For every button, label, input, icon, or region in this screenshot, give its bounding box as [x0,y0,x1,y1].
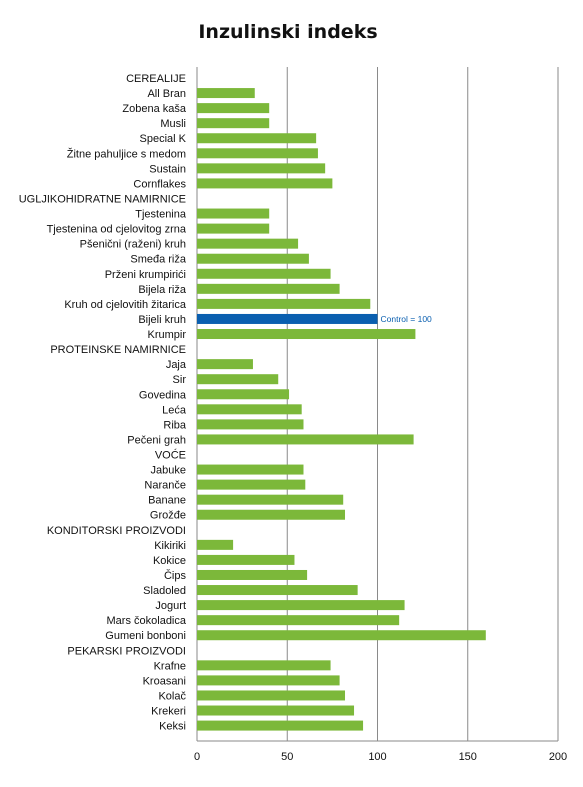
category-label: Zobena kaša [122,103,186,115]
category-label: Žitne pahuljice s medom [67,147,186,160]
bar-narance [197,479,306,490]
bar-gumeni-bonboni [197,630,486,641]
category-label: Krafne [154,660,186,672]
bar-krekeri [197,705,355,716]
bars-layer: Control = 100 [197,88,486,731]
bar-leca [197,404,302,415]
bar-bijeli-kruh [197,313,378,324]
category-label: Čips [164,569,187,582]
bar-smeda-riza [197,253,309,264]
bar-kokice [197,554,295,565]
category-label: Kokice [153,555,186,567]
category-labels: CEREALIJE All Bran Zobena kaša Musli Special… [19,73,187,733]
bar-mars-cokoladica [197,615,400,626]
x-tick-label: 200 [549,751,567,763]
bar-cornflakes [197,178,333,189]
category-label: Riba [163,419,187,431]
category-label: Sir [173,374,187,386]
x-tick-label: 50 [281,751,293,763]
category-label: Govedina [139,389,187,401]
category-label: All Bran [147,88,186,100]
bar-jaja [197,359,253,370]
category-label: Krekeri [151,706,186,718]
x-tick-label: 0 [194,751,200,763]
x-tick-label: 150 [459,751,477,763]
category-label: Grožđe [150,510,186,522]
category-label: Kolač [158,690,186,702]
category-label: Mars čokoladica [107,615,187,627]
bar-kolac [197,690,346,701]
category-label: Cornflakes [133,178,186,190]
bar-sustain [197,163,326,174]
category-label: Bijela riža [138,284,187,296]
category-label: Special K [140,133,187,145]
category-label: Tjestenina od cjelovitog zrna [47,224,187,236]
category-label: Jogurt [155,600,186,612]
category-label: VOĆE [155,449,186,462]
category-label: CEREALIJE [126,73,186,85]
x-axis-ticks: 0 50 100 150 200 [194,751,567,763]
category-label: Bijeli kruh [138,314,186,326]
category-label: Keksi [159,721,186,733]
bar-kikiriki [197,539,234,550]
category-label: Sladoled [143,585,186,597]
category-label: Pečeni grah [127,434,186,446]
bar-tjestenina [197,208,270,219]
control-annotation: Control = 100 [381,314,433,324]
category-label: Leća [162,404,187,416]
bar-cips [197,569,308,580]
category-label: Naranče [144,480,186,492]
category-label: Krumpir [147,329,186,341]
category-label: Pšenični (raženi) kruh [80,239,186,251]
bar-musli [197,118,270,129]
chart-title: Inzulinski indeks [198,21,377,43]
category-label: Smeđa riža [130,254,187,266]
category-label: Kruh od cjelovitih žitarica [64,299,187,311]
bar-tjestenina-od-cjelovitog-zrna [197,223,270,234]
category-label: Prženi krumpirići [105,269,186,281]
category-label: PEKARSKI PROIZVODI [67,645,186,657]
category-label: UGLJIKOHIDRATNE NAMIRNICE [19,193,186,205]
bar-przeni-krumpirici [197,268,331,279]
category-label: Kroasani [143,675,186,687]
bar-all-bran [197,88,255,99]
bar-special-k [197,133,317,144]
category-label: Jabuke [151,465,186,477]
bar-kruh-od-cjelovitih-zitarica [197,298,371,309]
category-label: Sustain [149,163,186,175]
category-label: Tjestenina [135,209,187,221]
category-label: Jaja [166,359,187,371]
category-label: Musli [160,118,186,130]
bar-grozde [197,509,346,520]
bar-kroasani [197,675,340,686]
bar-sir [197,374,279,385]
bar-peceni-grah [197,434,414,445]
bar-krafne [197,660,331,671]
category-label: KONDITORSKI PROIZVODI [47,525,186,537]
bar-bijela-riza [197,283,340,294]
category-label: Banane [148,495,186,507]
bar-sladoled [197,585,358,596]
bar-zitne-pahuljice-s-medom [197,148,318,159]
bar-krumpir [197,329,416,340]
bar-keksi [197,720,364,731]
bar-zobena-kasa [197,103,270,114]
category-label: Kikiriki [154,540,186,552]
x-tick-label: 100 [368,751,386,763]
bar-riba [197,419,304,430]
bar-psenicni-razeni-kruh [197,238,299,249]
bar-banane [197,494,344,505]
bar-jabuke [197,464,304,475]
category-label: PROTEINSKE NAMIRNICE [50,344,186,356]
bar-govedina [197,389,290,400]
category-label: Gumeni bonboni [105,630,186,642]
bar-jogurt [197,600,405,611]
